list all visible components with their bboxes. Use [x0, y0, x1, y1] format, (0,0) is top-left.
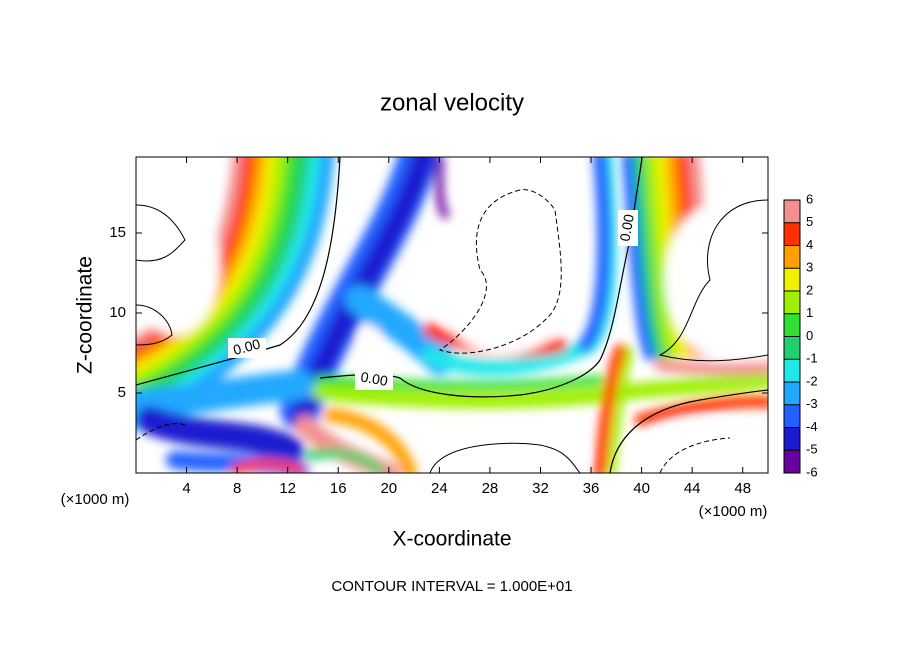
colorbar-band [784, 245, 800, 269]
y-unit: (×1000 m) [61, 491, 130, 508]
colorbar-band [784, 450, 800, 473]
field-hole [136, 195, 220, 335]
colorbar-band [784, 336, 800, 360]
colorbar-label: -6 [806, 464, 818, 479]
contour-line [609, 389, 768, 473]
colorbar-band [784, 200, 800, 223]
field-shading [136, 157, 768, 473]
field-hole [665, 205, 765, 355]
field-band [435, 157, 449, 219]
field-band [230, 459, 305, 473]
field-band [136, 157, 302, 400]
field-band [315, 375, 605, 391]
x-tick-label: 32 [532, 480, 549, 497]
field-hole [435, 425, 585, 473]
x-tick-label: 20 [380, 480, 397, 497]
field-band [634, 395, 768, 426]
contour-label: 0.00 [616, 213, 637, 243]
contour-label: 0.00 [231, 335, 262, 358]
colorbar-band [784, 404, 800, 428]
field-band [136, 406, 304, 464]
contour-line [658, 199, 768, 362]
field-band [633, 157, 667, 360]
x-tick-label: 44 [684, 480, 701, 497]
chart-title: zonal velocity [380, 89, 524, 116]
contours [136, 157, 768, 473]
colorbar-band [784, 313, 800, 337]
colorbar-band [784, 291, 800, 314]
y-tick-label: 5 [118, 384, 126, 401]
annotation: CONTOUR INTERVAL = 1.000E+01 [331, 578, 572, 595]
label-box [355, 370, 393, 390]
contour-line [136, 304, 173, 346]
field-band [312, 372, 768, 409]
field-band [654, 359, 768, 376]
colorbar-label: -5 [806, 442, 818, 457]
x-tick-label: 36 [583, 480, 600, 497]
y-tick-label: 15 [109, 224, 126, 241]
x-tick-label: 4 [182, 480, 190, 497]
label-box [228, 338, 266, 358]
field-band [622, 157, 656, 361]
colorbar-label: -3 [806, 396, 818, 411]
x-tick-label: 28 [482, 480, 499, 497]
x-tick-label: 16 [330, 480, 347, 497]
colorbar-label: -2 [806, 373, 818, 388]
x-tick-label: 48 [734, 480, 751, 497]
field-band [578, 157, 612, 352]
label-box [618, 210, 638, 246]
field [136, 157, 768, 473]
colorbar-label: 2 [806, 282, 813, 297]
x-tick-label: 40 [633, 480, 650, 497]
x-unit: (×1000 m) [699, 503, 768, 520]
field-band [136, 157, 280, 381]
x-axis-label: X-coordinate [392, 528, 511, 551]
colorbar-label: 1 [806, 305, 813, 320]
contour-dashed [659, 437, 731, 473]
x-tick-label: 8 [233, 480, 241, 497]
field-band [305, 448, 385, 473]
field-band [136, 157, 291, 391]
colorbar-label: -4 [806, 419, 818, 434]
field-band [644, 157, 678, 359]
x-tick-label: 12 [279, 480, 296, 497]
field-band [136, 157, 269, 371]
colorbar-label: 4 [806, 237, 813, 252]
colorbar-band [784, 222, 800, 246]
x-tick-label: 24 [431, 480, 448, 497]
y-axis-label: Z-coordinate [74, 256, 97, 374]
contour-line [136, 157, 341, 386]
colorbar-label: 0 [806, 328, 813, 343]
field-band [323, 408, 417, 473]
field-hole [645, 420, 755, 473]
colorbar-label: -1 [806, 351, 818, 366]
plot-frame [135, 156, 769, 474]
contour-line [136, 204, 186, 262]
y-tick-label: 10 [109, 304, 126, 321]
colorbar-band [784, 268, 800, 291]
colorbar-label: 5 [806, 214, 813, 229]
colorbar-band [784, 359, 800, 382]
contour-dashed [136, 423, 186, 441]
field-band [136, 157, 313, 410]
colorbar-band [784, 427, 800, 451]
contour-line [429, 442, 581, 473]
field-band [594, 344, 626, 473]
colorbar-label: 6 [806, 191, 813, 206]
colorbar-band [784, 382, 800, 405]
field-hole [360, 326, 380, 340]
field-band [136, 370, 315, 420]
field-hole [435, 215, 575, 355]
contour-label: 0.00 [359, 368, 389, 389]
colorbar-label: 3 [806, 260, 813, 275]
